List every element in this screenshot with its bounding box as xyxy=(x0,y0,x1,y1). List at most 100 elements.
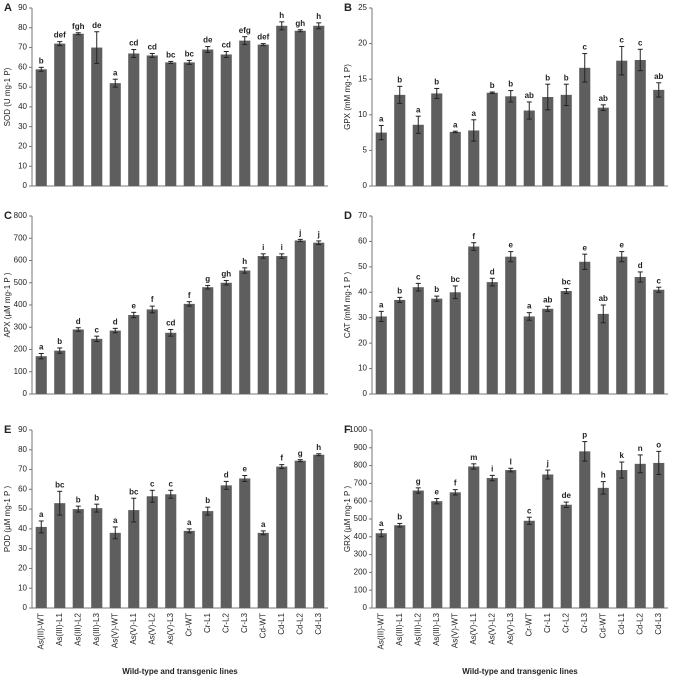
error-bar xyxy=(57,490,63,516)
error-bar xyxy=(545,469,551,480)
significance-letter: c xyxy=(638,38,643,47)
bar xyxy=(35,69,47,186)
error-bar xyxy=(397,296,403,303)
x-tick-label: Cd-L2 xyxy=(635,612,644,634)
y-tick-label: 60 xyxy=(358,237,367,246)
bar xyxy=(579,261,591,394)
bar xyxy=(276,25,288,186)
error-bar xyxy=(297,29,303,33)
significance-letter: cd xyxy=(166,319,175,328)
significance-letter: a xyxy=(113,516,118,525)
significance-letter: de xyxy=(562,491,572,500)
bar xyxy=(542,308,554,394)
x-tick-label: As(III)-WT xyxy=(36,613,45,650)
y-tick-label: 800 xyxy=(354,461,368,470)
x-tick-label: As(V)-L3 xyxy=(506,612,515,644)
x-tick-label: Cr-L3 xyxy=(240,612,249,633)
x-tick-label: As(III)-L1 xyxy=(55,612,64,645)
significance-letter: e xyxy=(243,465,248,474)
significance-letter: b xyxy=(397,513,402,522)
bar xyxy=(560,504,572,608)
y-tick-label: 1000 xyxy=(349,425,367,434)
significance-letter: l xyxy=(510,457,512,466)
x-tick-label: As(V)-L1 xyxy=(469,612,478,644)
significance-letter: b xyxy=(397,286,402,295)
error-bar xyxy=(526,101,532,120)
bar xyxy=(239,270,251,394)
bar xyxy=(165,332,177,394)
x-tick-label: As(III)-L3 xyxy=(92,612,101,645)
bar xyxy=(653,462,665,608)
x-tick-label: Cr-L3 xyxy=(580,612,589,633)
y-tick-label: 600 xyxy=(14,256,28,265)
bar xyxy=(486,92,498,186)
error-bar xyxy=(600,104,606,112)
x-tick-label: Cd-L3 xyxy=(314,612,323,634)
significance-letter: def xyxy=(257,33,269,42)
x-axis-label: Wild-type and transgenic lines xyxy=(462,667,578,676)
significance-letter: b xyxy=(94,493,99,502)
error-bar xyxy=(75,505,81,513)
x-tick-label: Cr-L2 xyxy=(221,612,230,633)
error-bar xyxy=(526,312,532,321)
significance-letter: fgh xyxy=(72,22,85,31)
y-tick-label: 900 xyxy=(354,443,368,452)
bar xyxy=(505,470,517,608)
bar xyxy=(276,256,288,394)
error-bar xyxy=(279,21,285,31)
bar xyxy=(294,30,306,186)
significance-letter: h xyxy=(279,11,284,20)
error-bar xyxy=(452,489,458,496)
panel-label: C xyxy=(4,210,12,222)
x-tick-label: Cr-WT xyxy=(184,613,193,637)
bar xyxy=(109,83,121,186)
y-tick-label: 300 xyxy=(354,550,368,559)
bar xyxy=(109,330,121,394)
error-bar xyxy=(489,474,495,482)
significance-letter: o xyxy=(656,440,661,449)
bar xyxy=(54,43,66,186)
significance-letter: f xyxy=(188,291,191,300)
y-tick-label: 70 xyxy=(18,465,27,474)
bar xyxy=(597,487,609,608)
significance-letter: ab xyxy=(654,72,663,81)
error-bar xyxy=(397,522,403,528)
bar xyxy=(412,287,424,394)
error-bar xyxy=(526,516,532,525)
bar xyxy=(257,44,269,186)
significance-letter: b xyxy=(76,495,81,504)
significance-letter: h xyxy=(316,443,321,452)
bar xyxy=(146,55,158,186)
error-bar xyxy=(242,267,248,274)
error-bar xyxy=(57,41,63,47)
significance-letter: bc xyxy=(166,51,176,60)
error-bar xyxy=(205,506,211,516)
significance-letter: a xyxy=(39,343,44,352)
y-tick-label: 0 xyxy=(363,389,368,398)
y-tick-label: 10 xyxy=(358,110,367,119)
error-bar xyxy=(38,353,44,360)
y-tick-label: 800 xyxy=(14,211,28,220)
bar xyxy=(375,316,387,394)
y-tick-label: 30 xyxy=(358,313,367,322)
significance-letter: b xyxy=(434,285,439,294)
bar xyxy=(165,494,177,608)
bar xyxy=(523,110,535,186)
error-bar xyxy=(149,489,155,503)
significance-letter: b xyxy=(205,496,210,505)
bar xyxy=(183,62,195,187)
significance-letter: c xyxy=(620,36,625,45)
error-bar xyxy=(508,467,514,473)
significance-letter: b xyxy=(564,73,569,82)
significance-letter: i xyxy=(491,464,493,473)
error-bar xyxy=(656,286,662,293)
error-bar xyxy=(378,529,384,538)
y-tick-label: 0 xyxy=(363,181,368,190)
error-bar xyxy=(316,453,322,457)
bar xyxy=(597,313,609,394)
panel-label: F xyxy=(344,424,351,436)
error-bar xyxy=(94,503,100,513)
significance-letter: a xyxy=(113,68,118,77)
error-bar xyxy=(397,85,403,104)
significance-letter: g xyxy=(298,449,303,458)
